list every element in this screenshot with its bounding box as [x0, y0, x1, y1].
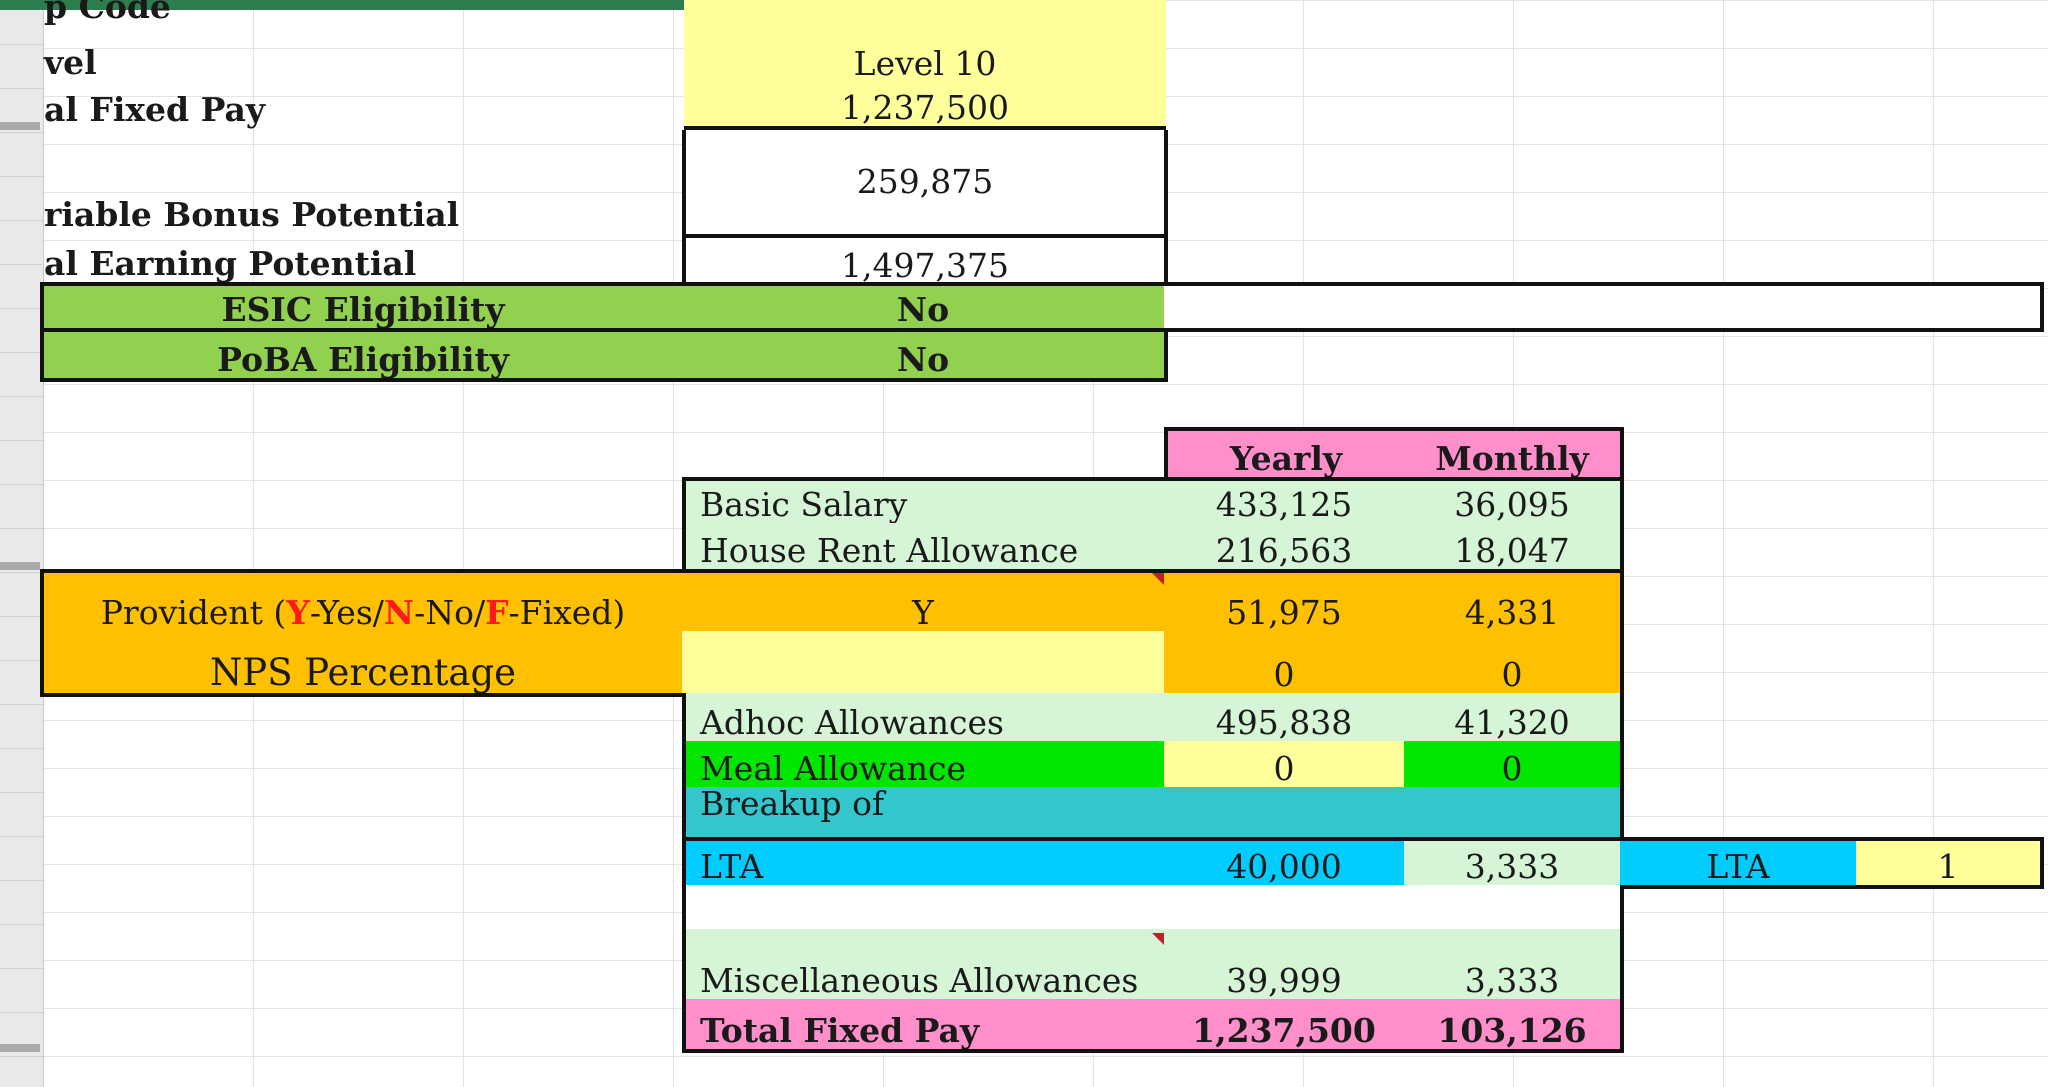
row-header-marker [0, 122, 40, 130]
total-earning-value: 1,497,375 [682, 238, 1168, 284]
monthly-header: Monthly [1404, 427, 1624, 481]
total-fixed-pay-label: al Fixed Pay [44, 90, 266, 129]
provident-input[interactable]: Y [682, 569, 1168, 635]
total-fixed-pay-value[interactable]: 1,237,500 [684, 82, 1166, 130]
total-fixed-pay-monthly: 103,126 [1404, 999, 1624, 1053]
basic-salary-yearly: 433,125 [1164, 477, 1408, 527]
basic-salary-label: Basic Salary [682, 477, 1168, 527]
grip-code-label: p Code [44, 0, 171, 26]
variable-bonus-value[interactable]: 259,875 [682, 130, 1168, 238]
empty-row-cell [682, 885, 1168, 933]
nps-monthly: 0 [1404, 631, 1624, 697]
comment-indicator-icon[interactable] [1152, 933, 1164, 945]
hra-yearly: 216,563 [1164, 523, 1408, 573]
provident-f: F [485, 593, 509, 632]
provident-monthly: 4,331 [1404, 569, 1624, 635]
meal-yearly[interactable]: 0 [1164, 741, 1408, 791]
provident-yearly: 51,975 [1164, 569, 1408, 635]
lta-monthly: 3,333 [1404, 837, 1624, 889]
row-header-marker [0, 1044, 40, 1052]
provident-label: Provident (Y -Yes/N -No/F -Fixed) [40, 569, 686, 635]
hra-label: House Rent Allowance [682, 523, 1168, 573]
empty-row-cell [1164, 885, 1408, 933]
nps-label: NPS Percentage [40, 631, 686, 697]
grip-code-value[interactable] [684, 0, 1166, 34]
provident-f-text: -Fixed) [508, 593, 626, 632]
esic-eligibility-value[interactable]: No [682, 282, 1168, 332]
meal-monthly: 0 [1404, 741, 1624, 791]
esic-empty-cell [1164, 282, 2044, 332]
nps-input[interactable] [682, 631, 1168, 697]
nps-yearly: 0 [1164, 631, 1408, 697]
breakup-of-label: Breakup of [682, 787, 1624, 841]
total-fixed-pay-yearly: 1,237,500 [1164, 999, 1408, 1053]
variable-bonus-label: riable Bonus Potential [44, 195, 460, 234]
yearly-header: Yearly [1164, 427, 1408, 481]
misc-label: Miscellaneous Allowances [682, 929, 1168, 1003]
selection-indicator [0, 0, 684, 10]
provident-prefix: Provident ( [100, 593, 287, 632]
misc-yearly: 39,999 [1164, 929, 1408, 1003]
lta-yearly: 40,000 [1164, 837, 1408, 889]
lta-side-value[interactable]: 1 [1856, 837, 2044, 889]
level-label: vel [44, 43, 97, 82]
esic-eligibility-label: ESIC Eligibility [40, 282, 686, 332]
provident-n: N [383, 593, 415, 632]
lta-label: LTA [682, 837, 1168, 889]
total-earning-label: al Earning Potential [44, 244, 417, 283]
basic-salary-monthly: 36,095 [1404, 477, 1624, 527]
hra-monthly: 18,047 [1404, 523, 1624, 573]
meal-label: Meal Allowance [682, 741, 1168, 791]
empty-row-cell [1404, 885, 1624, 933]
comment-indicator-icon[interactable] [1152, 573, 1164, 585]
lta-side-label: LTA [1620, 837, 1860, 889]
row-header-marker [0, 562, 40, 570]
level-value[interactable]: Level 10 [684, 34, 1166, 82]
poba-eligibility-value[interactable]: No [682, 332, 1168, 382]
adhoc-monthly: 41,320 [1404, 693, 1624, 745]
total-fixed-pay-row-label: Total Fixed Pay [682, 999, 1168, 1053]
adhoc-yearly: 495,838 [1164, 693, 1408, 745]
provident-y: Y [286, 593, 310, 632]
poba-eligibility-label: PoBA Eligibility [40, 332, 686, 382]
provident-y-text: -Yes/ [309, 593, 384, 632]
row-header-column[interactable] [0, 0, 44, 1087]
provident-n-text: -No/ [414, 593, 486, 632]
misc-monthly: 3,333 [1404, 929, 1624, 1003]
adhoc-label: Adhoc Allowances [682, 693, 1168, 745]
